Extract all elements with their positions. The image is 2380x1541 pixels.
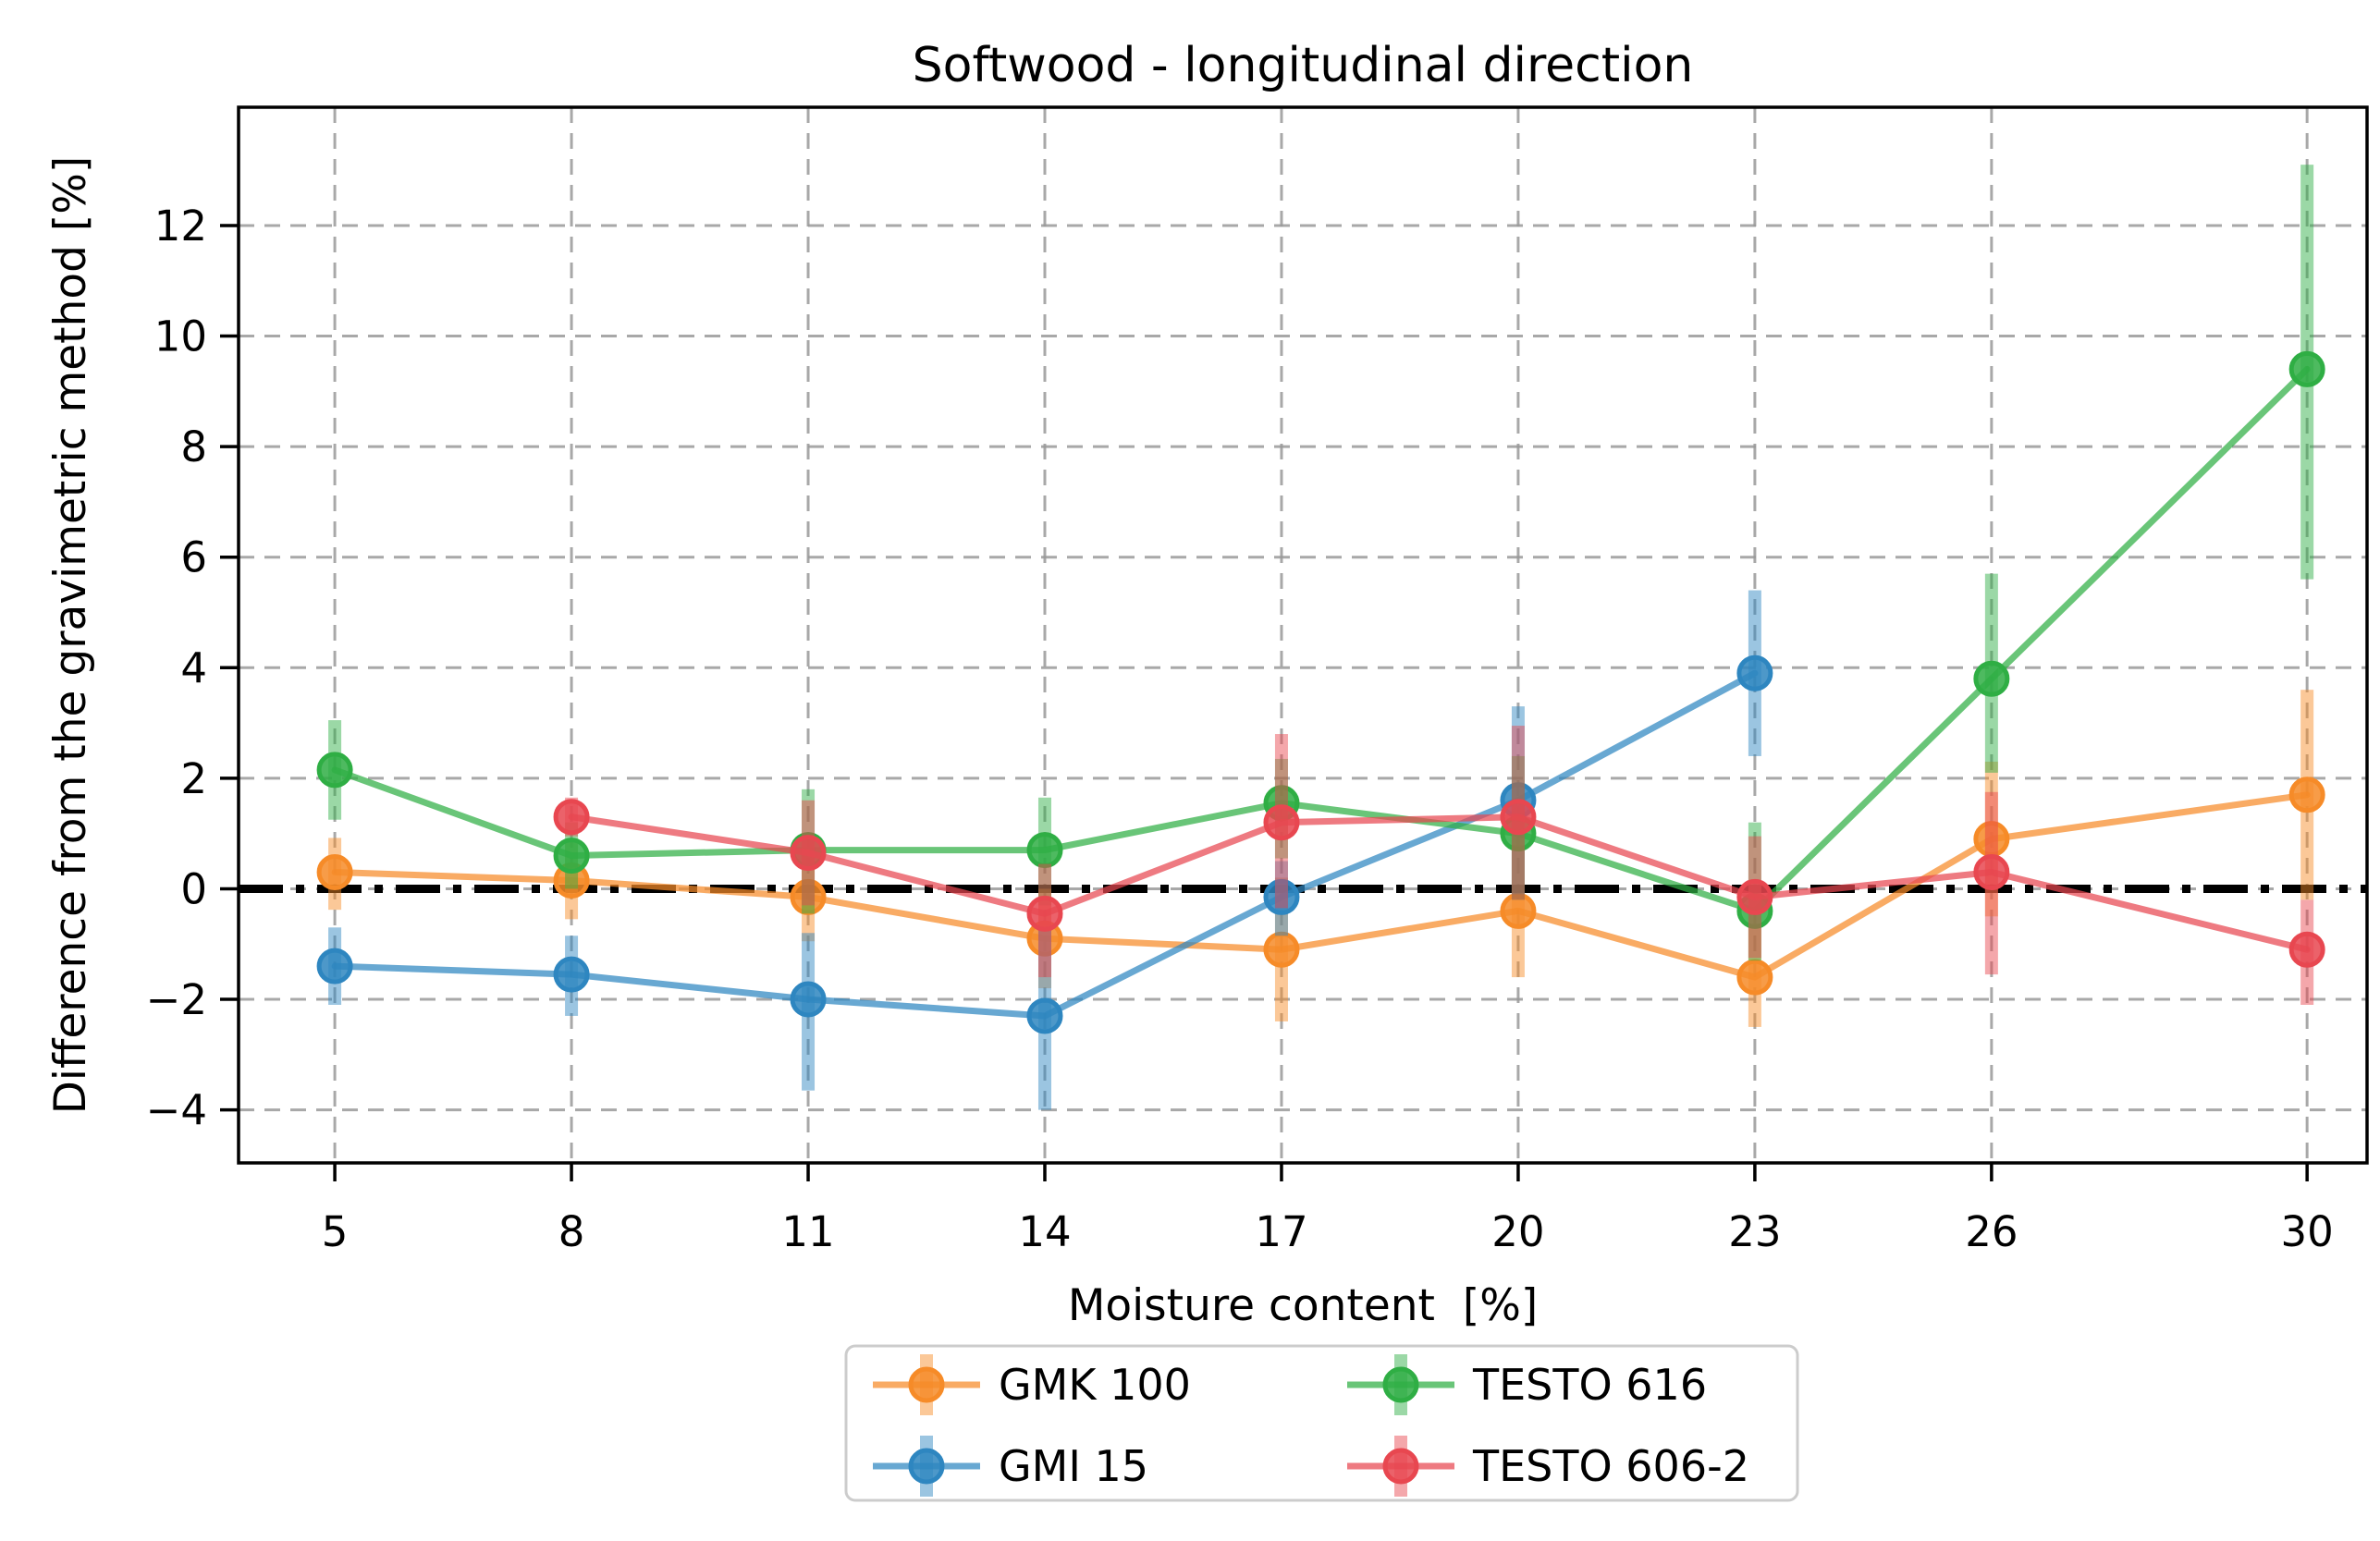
marker-testo-606-2-23 xyxy=(1736,878,1773,915)
legend-item-testo-606-2-marker-key xyxy=(1382,1448,1419,1485)
marker-testo-616-14 xyxy=(1026,832,1063,869)
chart-canvas: 5 8 11 14 17 20 23 26 30 12 10 8 6 4 2 0 −2 −4 Softwood - … xyxy=(37,15,2380,1526)
series-gmk-100 xyxy=(316,690,2325,1027)
y-tick-label-8: 8 xyxy=(180,422,207,471)
legend-item-testo-606-2: TESTO 606-2 xyxy=(1347,1436,1749,1497)
x-tick-label-30: 30 xyxy=(2281,1207,2334,1256)
marker-testo-606-2-17 xyxy=(1263,804,1300,841)
x-tick-label-5: 5 xyxy=(322,1207,349,1256)
marker-gmk-100-20 xyxy=(1500,892,1537,929)
marker-testo-616-30 xyxy=(2288,350,2325,387)
x-axis-label: Moisture content [%] xyxy=(1068,1280,1538,1331)
legend-item-gmi-15-marker-key xyxy=(908,1448,945,1485)
legend: GMK 100 GMI 15 TESTO 616 TESTO 606-2 xyxy=(844,1344,1799,1502)
legend-item-gmk-100-marker-key xyxy=(908,1366,945,1403)
chart-figure: 5 8 11 14 17 20 23 26 30 12 10 8 6 4 2 0 −2 −4 Softwood - … xyxy=(37,15,2380,1526)
x-tick-label-23: 23 xyxy=(1728,1207,1781,1256)
marker-testo-606-2-26 xyxy=(1973,854,2010,891)
y-tick-label-4: 4 xyxy=(180,643,207,692)
y-tick-label-0: 0 xyxy=(180,864,207,913)
y-tick-label-12: 12 xyxy=(154,202,207,251)
x-tick-label-20: 20 xyxy=(1491,1207,1544,1256)
y-tick-label-6: 6 xyxy=(180,533,207,582)
marker-testo-606-2-20 xyxy=(1500,799,1537,836)
marker-gmk-100-23 xyxy=(1736,959,1773,996)
marker-testo-606-2-8 xyxy=(553,799,590,836)
y-tick-label--2: −2 xyxy=(146,975,207,1024)
marker-gmi-15-17 xyxy=(1263,878,1300,915)
chart-title: Softwood - longitudinal direction xyxy=(913,38,1694,93)
legend-item-gmi-15: GMI 15 xyxy=(873,1436,1148,1497)
legend-item-gmk-100-label: GMK 100 xyxy=(999,1360,1191,1410)
x-tick-label-11: 11 xyxy=(781,1207,834,1256)
marker-testo-616-5 xyxy=(316,752,353,789)
marker-gmk-100-11 xyxy=(790,878,827,915)
legend-box xyxy=(844,1344,1799,1502)
chart-background xyxy=(37,15,2380,1526)
series-line-testo-606-2 xyxy=(568,813,2311,953)
y-tick-label-2: 2 xyxy=(180,754,207,803)
x-tick-label-26: 26 xyxy=(1965,1207,2018,1256)
legend-item-testo-616: TESTO 616 xyxy=(1347,1354,1707,1415)
legend-item-testo-616-label: TESTO 616 xyxy=(1472,1360,1707,1410)
marker-gmi-15-23 xyxy=(1736,654,1773,691)
plot-frame xyxy=(237,105,2369,1165)
marker-testo-606-2-11 xyxy=(790,835,827,872)
marker-gmi-15-8 xyxy=(553,956,590,993)
legend-item-testo-616-marker-key xyxy=(1382,1366,1419,1403)
legend-item-gmk-100: GMK 100 xyxy=(873,1354,1191,1415)
marker-testo-616-8 xyxy=(553,838,590,874)
y-tick-label--4: −4 xyxy=(146,1086,207,1135)
x-tick-label-14: 14 xyxy=(1018,1207,1071,1256)
legend-item-testo-606-2-label: TESTO 606-2 xyxy=(1472,1441,1749,1491)
marker-gmi-15-5 xyxy=(316,948,353,985)
marker-testo-616-26 xyxy=(1973,660,2010,697)
y-tick-label-10: 10 xyxy=(154,312,207,361)
marker-testo-606-2-30 xyxy=(2288,931,2325,968)
x-tick-label-8: 8 xyxy=(558,1207,585,1256)
x-tick-label-17: 17 xyxy=(1255,1207,1307,1256)
y-axis-label: Difference from the gravimetric method [… xyxy=(45,156,96,1115)
marker-gmi-15-14 xyxy=(1026,997,1063,1034)
marker-gmk-100-30 xyxy=(2288,777,2325,813)
marker-testo-606-2-14 xyxy=(1026,895,1063,932)
marker-gmi-15-11 xyxy=(790,981,827,1018)
marker-gmk-100-5 xyxy=(316,854,353,891)
legend-item-gmi-15-label: GMI 15 xyxy=(999,1441,1148,1491)
series-testo-606-2 xyxy=(553,726,2325,1005)
marker-gmk-100-17 xyxy=(1263,931,1300,968)
